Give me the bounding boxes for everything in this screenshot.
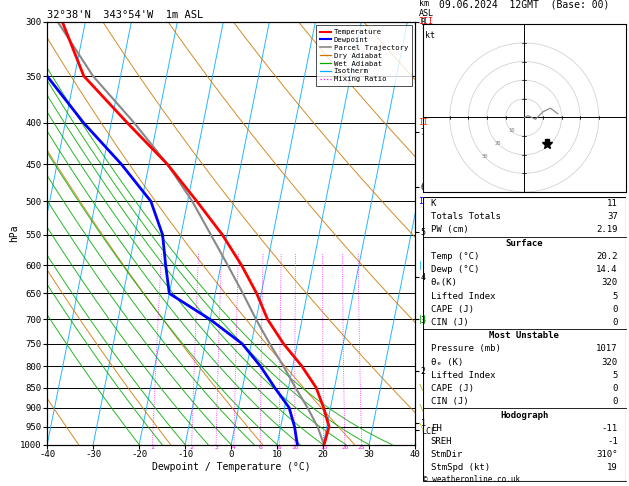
Text: K: K bbox=[431, 199, 436, 208]
Text: EH: EH bbox=[431, 424, 442, 433]
Text: 0: 0 bbox=[613, 318, 618, 327]
Text: 30: 30 bbox=[482, 154, 488, 159]
Text: 10: 10 bbox=[508, 128, 515, 133]
Text: 1: 1 bbox=[150, 445, 154, 450]
Text: 19: 19 bbox=[607, 464, 618, 472]
Text: Dewp (°C): Dewp (°C) bbox=[431, 265, 479, 274]
Text: Lifted Index: Lifted Index bbox=[431, 292, 495, 300]
Text: 0: 0 bbox=[613, 397, 618, 406]
Text: Temp (°C): Temp (°C) bbox=[431, 252, 479, 261]
Legend: Temperature, Dewpoint, Parcel Trajectory, Dry Adiabat, Wet Adiabat, Isotherm, Mi: Temperature, Dewpoint, Parcel Trajectory… bbox=[316, 25, 411, 86]
Text: III: III bbox=[418, 17, 433, 26]
Text: km
ASL: km ASL bbox=[419, 0, 434, 17]
Text: CAPE (J): CAPE (J) bbox=[431, 305, 474, 314]
Text: SREH: SREH bbox=[431, 437, 452, 446]
Text: -11: -11 bbox=[601, 424, 618, 433]
Text: 310°: 310° bbox=[596, 450, 618, 459]
Text: 0: 0 bbox=[613, 384, 618, 393]
Text: CIN (J): CIN (J) bbox=[431, 397, 469, 406]
Text: θₑ(K): θₑ(K) bbox=[431, 278, 458, 287]
Text: 2.19: 2.19 bbox=[596, 226, 618, 234]
Text: Surface: Surface bbox=[506, 239, 543, 247]
Text: 2: 2 bbox=[190, 445, 194, 450]
Text: θₑ (K): θₑ (K) bbox=[431, 358, 463, 366]
Y-axis label: hPa: hPa bbox=[9, 225, 19, 242]
Text: II: II bbox=[418, 119, 428, 127]
Text: 5: 5 bbox=[613, 371, 618, 380]
Text: 4: 4 bbox=[232, 445, 236, 450]
Text: \: \ bbox=[418, 422, 423, 431]
Text: StmSpd (kt): StmSpd (kt) bbox=[431, 464, 490, 472]
Text: 8: 8 bbox=[277, 445, 281, 450]
Text: 320: 320 bbox=[601, 358, 618, 366]
Text: \: \ bbox=[418, 403, 423, 412]
Text: I: I bbox=[418, 197, 423, 206]
Text: 5: 5 bbox=[613, 292, 618, 300]
Text: 320: 320 bbox=[601, 278, 618, 287]
Text: 3: 3 bbox=[214, 445, 218, 450]
Text: 6: 6 bbox=[259, 445, 262, 450]
Text: 09.06.2024  12GMT  (Base: 00): 09.06.2024 12GMT (Base: 00) bbox=[439, 0, 610, 10]
Text: 20.2: 20.2 bbox=[596, 252, 618, 261]
Text: 11: 11 bbox=[607, 199, 618, 208]
Text: 20: 20 bbox=[341, 445, 348, 450]
Text: |: | bbox=[418, 261, 423, 270]
Text: 20: 20 bbox=[495, 141, 501, 146]
Text: \: \ bbox=[418, 383, 423, 392]
Text: -1: -1 bbox=[607, 437, 618, 446]
Text: 25: 25 bbox=[358, 445, 365, 450]
Text: Lifted Index: Lifted Index bbox=[431, 371, 495, 380]
Text: CAPE (J): CAPE (J) bbox=[431, 384, 474, 393]
Text: Totals Totals: Totals Totals bbox=[431, 212, 501, 221]
Text: PW (cm): PW (cm) bbox=[431, 226, 469, 234]
Text: Pressure (mb): Pressure (mb) bbox=[431, 345, 501, 353]
Text: 10: 10 bbox=[291, 445, 299, 450]
Text: CIN (J): CIN (J) bbox=[431, 318, 469, 327]
Text: © weatheronline.co.uk: © weatheronline.co.uk bbox=[423, 474, 520, 484]
Text: ||: || bbox=[418, 315, 428, 324]
Text: 0: 0 bbox=[613, 305, 618, 314]
Text: 1017: 1017 bbox=[596, 345, 618, 353]
Text: StmDir: StmDir bbox=[431, 450, 463, 459]
Text: 15: 15 bbox=[320, 445, 328, 450]
Text: 32°38'N  343°54'W  1m ASL: 32°38'N 343°54'W 1m ASL bbox=[47, 10, 203, 20]
Text: 14.4: 14.4 bbox=[596, 265, 618, 274]
Text: Most Unstable: Most Unstable bbox=[489, 331, 559, 340]
Text: 37: 37 bbox=[607, 212, 618, 221]
X-axis label: Dewpoint / Temperature (°C): Dewpoint / Temperature (°C) bbox=[152, 462, 311, 472]
Text: kt: kt bbox=[425, 31, 435, 40]
Text: Hodograph: Hodograph bbox=[500, 411, 548, 419]
